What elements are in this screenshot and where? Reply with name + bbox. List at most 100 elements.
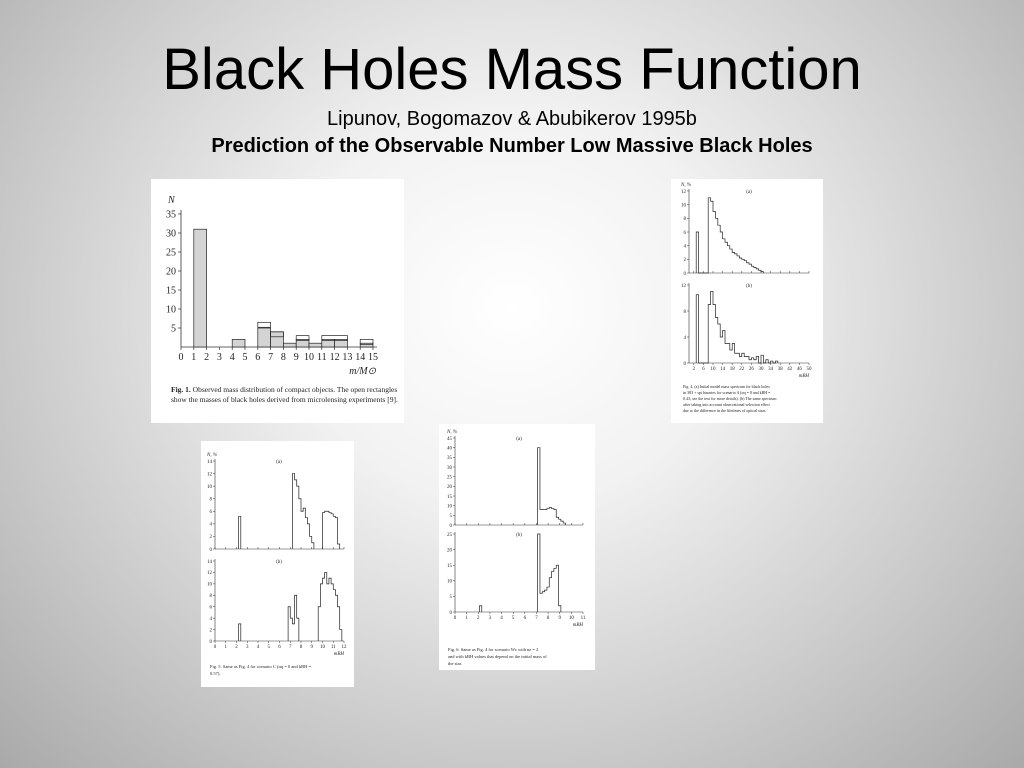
x-axis-label: m/M⊙ (349, 366, 376, 377)
x-tick-label: 5 (512, 616, 515, 621)
y-tick-label: 8 (210, 497, 213, 502)
y-tick-label: 6 (210, 605, 213, 610)
histogram-bin (325, 511, 327, 549)
histogram-series-line (479, 533, 562, 612)
y-tick-label: 0 (450, 611, 453, 616)
x-tick-label: 8 (300, 645, 303, 650)
y-tick-label: 10 (207, 485, 213, 490)
histogram-series-line (238, 572, 343, 641)
histogram-bin (292, 624, 294, 641)
histogram-bin (744, 261, 746, 273)
histogram-bin (542, 510, 544, 525)
x-tick-label: 30 (759, 367, 765, 372)
histogram-series-line (695, 197, 764, 274)
bar (283, 342, 297, 348)
y-tick-label: 4 (684, 336, 687, 341)
x-tick-label: 2 (693, 367, 696, 372)
y-tick-label: 6 (210, 510, 213, 515)
y-tick-label: 8 (684, 217, 687, 222)
histogram-bin (554, 568, 556, 612)
x-axis-label: mBH (334, 652, 345, 657)
histogram-bin (713, 305, 715, 364)
x-tick-label: 2 (235, 645, 238, 650)
y-tick-label: 10 (166, 305, 176, 316)
y-tick-label: 12 (681, 284, 687, 289)
y-tick-label: 0 (684, 362, 687, 367)
histogram-bin (720, 232, 722, 273)
histogram-bin (759, 270, 761, 273)
histogram-bin (711, 201, 713, 273)
bar (257, 327, 271, 348)
fig1-caption-line: Observed mass distribution of compact ob… (192, 385, 336, 394)
fig5-caption-line: Fig. 5. Same as Fig. 4 for scenario C (α… (210, 664, 312, 669)
fig6-caption: Fig. 6. Same as Fig. 4 for scenario Wε w… (448, 646, 593, 667)
histogram-bin (295, 480, 297, 549)
x-axis-label: mBH (573, 623, 584, 628)
y-tick-label: 10 (447, 580, 453, 585)
fig5-panel: 0 2 4 6 8 10 12 14 (a) N, % 0 2 4 6 8 10 12 14 0 1 2 3 4 5 6 7 8 9 1… (201, 441, 354, 687)
panel-label: (b) (276, 560, 282, 565)
histogram-bin (540, 510, 542, 525)
x-tick-label: 13 (342, 352, 352, 363)
histogram-bin (730, 350, 732, 363)
fig1-caption: Fig. 1. Observed mass distribution of co… (171, 385, 401, 405)
histogram-bin (744, 357, 746, 364)
histogram-bin (708, 305, 710, 364)
x-tick-label: 2 (477, 616, 480, 621)
x-tick-label: 7 (289, 645, 292, 650)
x-tick-label: 10 (320, 645, 326, 650)
fig6-caption-line: Fig. 6. Same as Fig. 4 for scenario Wε w… (448, 647, 539, 652)
y-tick-label: 2 (210, 535, 213, 540)
histogram-bin (739, 258, 741, 273)
x-tick-label: 34 (768, 367, 774, 372)
x-tick-label: 9 (558, 616, 561, 621)
histogram-bin (547, 587, 549, 612)
x-tick-label: 38 (778, 367, 784, 372)
y-tick-label: 35 (166, 210, 176, 221)
histogram-bin (552, 509, 554, 525)
fig4-caption-line: Fig. 4. (a) Initial model mass spectrum … (683, 384, 770, 389)
histogram-bin (723, 331, 725, 364)
histogram-bin (708, 198, 710, 273)
histogram-bin (327, 511, 329, 549)
fig1-caption-line: derived from microlensing experiments [9… (266, 395, 398, 404)
x-tick-label: 2 (204, 352, 209, 363)
x-tick-label: 12 (342, 645, 348, 650)
x-axis-label: mBH (799, 374, 810, 379)
slide-subtitle: Lipunov, Bogomazov & Abubikerov 1995b (327, 108, 697, 130)
x-tick-label: 10 (304, 352, 314, 363)
x-tick-label: 42 (787, 367, 793, 372)
histogram-bin (545, 590, 547, 612)
histogram-bin (301, 511, 303, 549)
histogram-bin (737, 256, 739, 273)
y-tick-label: 10 (207, 583, 213, 588)
fig4-panel: 0 2 4 6 8 10 12 (a) N, % 0 4 8 12 2 6 10 14 18 22 26 30 34 38 4… (671, 179, 823, 423)
open-rectangle (359, 339, 374, 345)
y-tick-label: 0 (684, 272, 687, 277)
x-tick-label: 10 (711, 367, 717, 372)
histogram-bin (540, 593, 542, 612)
x-tick-label: 15 (368, 352, 378, 363)
y-tick-label: 30 (447, 466, 453, 471)
y-axis-label: N, % (446, 430, 457, 435)
x-tick-label: 6 (702, 367, 705, 372)
x-tick-label: 1 (465, 616, 468, 621)
y-tick-label: 25 (447, 533, 453, 538)
panel-label: (a) (516, 437, 522, 442)
fig6-panel: 0 5 10 15 20 25 30 35 40 45 (a) N, % 0 5 10 15 20 25 0 1 2 3 4… (439, 424, 595, 670)
bar (359, 342, 374, 348)
y-tick-label: 0 (210, 640, 213, 645)
x-tick-label: 22 (739, 367, 745, 372)
histogram-bin (331, 514, 333, 549)
x-tick-label: 4 (500, 616, 503, 621)
panel-label: (b) (746, 284, 752, 289)
histogram-bin (747, 263, 749, 273)
y-tick-label: 35 (447, 456, 453, 461)
x-tick-label: 4 (257, 645, 260, 650)
x-tick-label: 6 (524, 616, 527, 621)
y-tick-label: 25 (447, 475, 453, 480)
y-axis-label: N, % (680, 183, 691, 188)
